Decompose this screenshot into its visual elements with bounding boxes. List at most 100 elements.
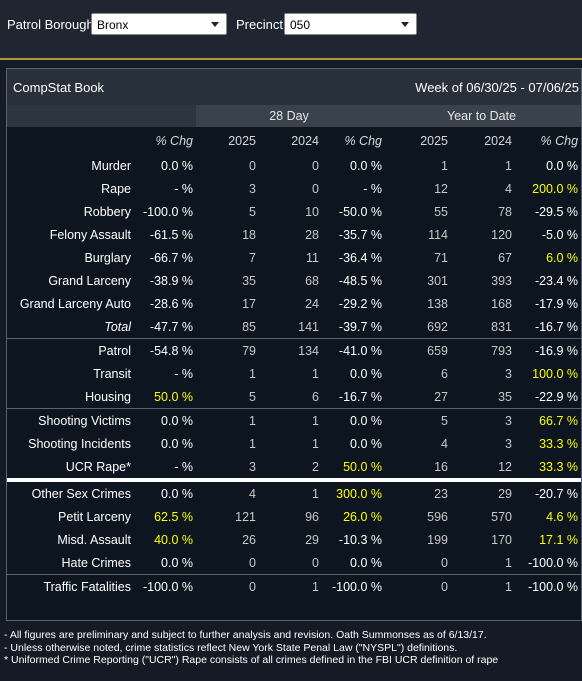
table-cell: 1 — [249, 436, 256, 451]
table-cell: -16.7 % — [338, 389, 382, 404]
table-cell: 29 — [305, 532, 319, 547]
row-label: Hate Crimes — [61, 555, 131, 570]
table-cell: 1 — [259, 478, 322, 505]
table-cell: -22.9 % — [534, 389, 579, 404]
panel-header: CompStat Book Week of 06/30/25 - 07/06/2… — [7, 69, 581, 105]
precinct-value: 050 — [290, 18, 311, 32]
table-cell: 68 — [305, 273, 319, 288]
table-cell: 134 — [259, 338, 322, 362]
row-label: Rape — [101, 181, 131, 196]
table-row: Robbery -100.0 % 5 10 -50.0 % 55 78 -29.5 % — [7, 200, 581, 223]
table-row: Grand Larceny Auto -28.6 % 17 24 -29.2 % 138 1… — [7, 292, 581, 315]
table-cell: -16.7 % — [534, 319, 579, 334]
row-label: Burglary — [84, 250, 131, 265]
table-cell: 35 — [242, 273, 256, 288]
table-cell: 4 — [505, 181, 512, 196]
table-cell: 28 — [305, 227, 319, 242]
row-label: Petit Larceny — [58, 509, 131, 524]
table-cell: 100.0 % — [532, 366, 579, 381]
table-cell: 6.0 % — [546, 250, 579, 265]
table-cell: -36.4 % — [338, 250, 382, 265]
column-header: 2024 — [484, 133, 512, 148]
table-cell: 0 — [249, 158, 256, 173]
row-label: Transit — [93, 366, 131, 381]
table-cell: 26 — [242, 532, 256, 547]
table-cell: -54.8 % — [133, 338, 196, 362]
table-cell: -100.0 % — [528, 555, 579, 570]
column-header: 2024 — [291, 133, 319, 148]
row-label: Murder — [91, 158, 131, 173]
row-label: Grand Larceny Auto — [19, 296, 131, 311]
table-cell: 96 — [305, 509, 319, 524]
row-label: Felony Assault — [49, 227, 131, 242]
table-cell: -23.4 % — [534, 273, 579, 288]
table-cell: 659 — [385, 338, 451, 362]
table-cell: 5 — [249, 389, 256, 404]
borough-value: Bronx — [97, 18, 129, 32]
table-cell: 0.0 % — [350, 436, 382, 451]
table-cell: 393 — [491, 273, 512, 288]
table-cell: 33.3 % — [539, 436, 579, 451]
table-cell: 692 — [427, 319, 448, 334]
table-cell: 1 — [312, 436, 319, 451]
row-label: Grand Larceny — [48, 273, 131, 288]
table-cell: 33.3 % — [539, 459, 579, 474]
table-cell: 17 — [242, 296, 256, 311]
table-cell: 85 — [242, 319, 256, 334]
table-cell: 2 — [312, 459, 319, 474]
row-label: Total — [104, 319, 131, 334]
table-cell: -100.0 % — [142, 204, 193, 219]
table-cell: 6 — [441, 366, 448, 381]
chevron-down-icon — [401, 22, 409, 27]
table-cell: 78 — [498, 204, 512, 219]
row-label: Shooting Incidents — [28, 436, 131, 451]
table-row: Rape - % 3 0 - % 12 4 200.0 % — [7, 177, 581, 200]
table-row: Grand Larceny -38.9 % 35 68 -48.5 % 301 393 -23… — [7, 269, 581, 292]
table-cell: 3 — [505, 366, 512, 381]
table-cell: 18 — [242, 227, 256, 242]
precinct-select[interactable]: 050 — [284, 13, 417, 35]
table-cell: 596 — [427, 509, 448, 524]
table-cell: 5 — [385, 408, 451, 432]
table-row: Transit - % 1 1 0.0 % 6 3 100.0 % — [7, 362, 581, 385]
table-cell: -41.0 % — [322, 338, 385, 362]
table-cell: 0.0 % — [546, 158, 579, 173]
table-cell: 0.0 % — [161, 436, 193, 451]
table-cell: -28.6 % — [149, 296, 193, 311]
table-cell: 120 — [491, 227, 512, 242]
table-cell: 3 — [505, 436, 512, 451]
row-label: Patrol — [7, 338, 133, 362]
table-cell: -100.0 % — [322, 574, 385, 598]
table-cell: 0 — [312, 181, 319, 196]
row-label: Misd. Assault — [57, 532, 131, 547]
table-row: Hate Crimes 0.0 % 0 0 0.0 % 0 1 -100.0 % — [7, 551, 581, 575]
table-cell: 200.0 % — [532, 181, 579, 196]
precinct-label: Precinct: — [236, 17, 287, 32]
table-cell: 301 — [427, 273, 448, 288]
borough-select[interactable]: Bronx — [91, 13, 227, 35]
compstat-table: 28 Day Year to Date % Chg 2025 2024% Chg 20… — [7, 105, 582, 598]
table-cell: 50.0 % — [154, 389, 193, 404]
row-label: Robbery — [83, 204, 131, 219]
column-header-row: % Chg 2025 2024 % Chg 2025 2024 % Chg — [7, 127, 581, 154]
table-cell: 831 — [491, 319, 512, 334]
table-cell: - % — [174, 181, 193, 196]
table-cell: 168 — [491, 296, 512, 311]
table-cell: 11 — [306, 250, 319, 265]
table-cell: -5.0 % — [541, 227, 579, 242]
table-cell: 71 — [434, 250, 448, 265]
filter-bar: Patrol Borough: Bronx Precinct: 050 — [0, 0, 582, 60]
table-row: Misd. Assault 40.0 % 26 29 -10.3 % 199 170 17.1… — [7, 528, 581, 551]
table-cell: 141 — [298, 319, 319, 334]
table-row: Housing 50.0 % 5 6 -16.7 % 27 35 -22.9 % — [7, 385, 581, 409]
table-cell: 1 — [505, 555, 512, 570]
table-cell: 79 — [196, 338, 259, 362]
table-cell: 62.5 % — [154, 509, 193, 524]
table-cell: - % — [363, 181, 382, 196]
table-cell: - % — [174, 459, 193, 474]
table-cell: 1 — [312, 366, 319, 381]
table-row: Petit Larceny 62.5 % 121 96 26.0 % 596 570 4.6 … — [7, 505, 581, 528]
compstat-panel: CompStat Book Week of 06/30/25 - 07/06/2… — [6, 68, 582, 621]
footnote: - Unless otherwise noted, crime statisti… — [4, 641, 458, 654]
table-cell: 138 — [427, 296, 448, 311]
